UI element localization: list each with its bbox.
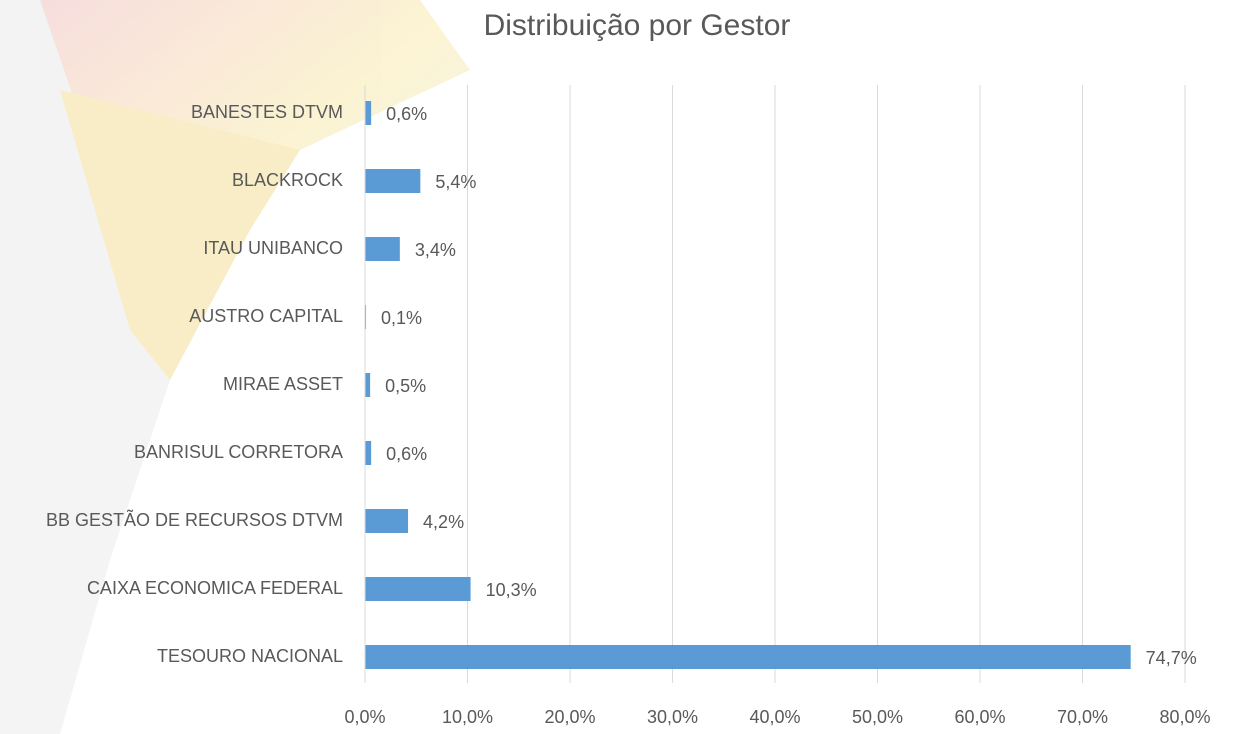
bar [365,237,400,261]
bar [365,645,1131,669]
x-tick-label: 0,0% [344,707,385,727]
y-tick-label: BB GESTÃO DE RECURSOS DTVM [46,509,343,530]
data-label: 10,3% [486,580,537,600]
data-label: 0,6% [386,104,427,124]
data-label: 74,7% [1146,648,1197,668]
y-tick-label: ITAU UNIBANCO [203,238,343,258]
y-tick-label: MIRAE ASSET [223,374,343,394]
bar [365,441,372,465]
bar [365,577,471,601]
x-tick-label: 40,0% [749,707,800,727]
y-tick-label: BLACKROCK [232,170,343,190]
y-tick-label: BANRISUL CORRETORA [134,442,343,462]
y-tick-label: CAIXA ECONOMICA FEDERAL [87,578,343,598]
x-tick-label: 20,0% [544,707,595,727]
data-label: 4,2% [423,512,464,532]
bar [365,373,371,397]
bar [365,169,421,193]
chart-title: Distribuição por Gestor [484,9,791,42]
y-tick-label: BANESTES DTVM [191,102,343,122]
x-tick-label: 50,0% [852,707,903,727]
data-label: 0,6% [386,444,427,464]
y-tick-label: AUSTRO CAPITAL [189,306,343,326]
data-label: 0,5% [385,376,426,396]
bar [365,101,372,125]
x-tick-label: 80,0% [1159,707,1210,727]
data-label: 0,1% [381,308,422,328]
data-label: 3,4% [415,240,456,260]
x-tick-label: 30,0% [647,707,698,727]
bar [365,509,409,533]
data-label: 5,4% [435,172,476,192]
bar [365,305,367,329]
x-tick-label: 10,0% [442,707,493,727]
watermark [0,0,470,734]
y-tick-label: TESOURO NACIONAL [157,646,343,666]
x-tick-label: 70,0% [1057,707,1108,727]
x-tick-label: 60,0% [954,707,1005,727]
